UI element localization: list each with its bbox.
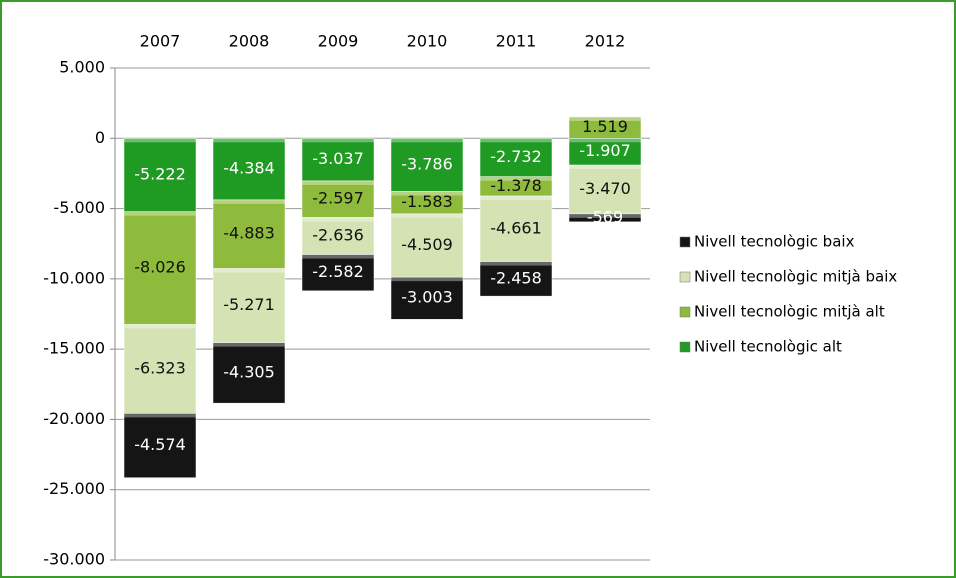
legend-label: Nivell tecnològic mitjà baix [694, 268, 897, 286]
bar-shine [480, 261, 552, 266]
value-label: -4.661 [490, 218, 542, 237]
bar-shine [480, 138, 552, 143]
value-label: -3.037 [312, 149, 364, 168]
value-label: -4.305 [223, 362, 275, 381]
bar-segment [123, 138, 197, 212]
bar-shine [569, 165, 641, 170]
value-label: -3.786 [401, 154, 453, 173]
bar-segment [212, 199, 286, 269]
bar-segment [212, 138, 286, 201]
legend-swatch [679, 306, 691, 318]
bar-segment [568, 138, 642, 166]
value-label: -2.732 [490, 147, 542, 166]
value-label: -2.636 [312, 226, 364, 245]
bar-segment [390, 276, 464, 320]
value-label: -1.907 [579, 141, 631, 160]
value-label: -8.026 [134, 258, 186, 277]
legend-swatch [679, 271, 691, 283]
y-tick-label: -10.000 [43, 268, 105, 287]
bar-shine [569, 213, 641, 218]
bar-segment [479, 261, 553, 297]
value-label: -5.271 [223, 295, 275, 314]
legend-label: Nivell tecnològic mitjà alt [694, 303, 885, 321]
bar-shine [213, 199, 285, 204]
value-label: -3.003 [401, 288, 453, 307]
bar-shine [302, 217, 374, 222]
bar-segment [123, 324, 197, 414]
x-tick-label: 2011 [496, 32, 537, 51]
bar-segment [123, 413, 197, 478]
bar-segment [568, 164, 642, 215]
bar-shine [569, 116, 641, 121]
bar-shine [391, 191, 463, 196]
y-tick-label: -30.000 [43, 550, 105, 569]
legend-swatch [679, 236, 691, 248]
value-label: -4.509 [401, 235, 453, 254]
bar-shine [569, 138, 641, 143]
value-label: -569 [587, 207, 623, 226]
value-label: -3.470 [579, 179, 631, 198]
bar-shine [302, 138, 374, 143]
bar-shine [213, 342, 285, 347]
value-label: -1.583 [401, 192, 453, 211]
x-tick-label: 2009 [318, 32, 359, 51]
bar-segment [123, 211, 197, 325]
y-tick-label: -15.000 [43, 339, 105, 358]
bar-shine [302, 180, 374, 185]
bar-segment [568, 116, 642, 139]
value-label: -2.458 [490, 268, 542, 287]
y-tick-label: -25.000 [43, 479, 105, 498]
bar-shine [391, 277, 463, 282]
x-tick-label: 2008 [229, 32, 270, 51]
x-tick-label: 2007 [140, 32, 181, 51]
bar-shine [124, 138, 196, 143]
x-tick-label: 2012 [585, 32, 626, 51]
bar-segment [390, 213, 464, 278]
bar-segment [568, 213, 642, 223]
bar-segment [212, 268, 286, 343]
bar-shine [124, 413, 196, 418]
bar-shine [213, 268, 285, 273]
value-label: -2.582 [312, 262, 364, 281]
legend-swatch [679, 341, 691, 353]
value-label: -4.883 [223, 224, 275, 243]
value-label: -2.597 [312, 189, 364, 208]
bar-segment [301, 180, 375, 218]
bar-segment [301, 217, 375, 255]
bar-shine [213, 138, 285, 143]
value-label: -4.384 [223, 159, 275, 178]
bar-shine [480, 176, 552, 181]
bar-segment [479, 138, 553, 177]
bar-shine [480, 196, 552, 201]
y-tick-label: -5.000 [53, 198, 105, 217]
legend-label: Nivell tecnològic alt [694, 338, 842, 356]
value-label: -6.323 [134, 358, 186, 377]
bar-segment [390, 138, 464, 192]
value-label: -5.222 [134, 164, 186, 183]
y-tick-label: 0 [95, 128, 105, 147]
bar-shine [124, 324, 196, 329]
value-label: 1.519 [582, 117, 628, 136]
bar-segment [301, 254, 375, 292]
legend-label: Nivell tecnològic baix [694, 233, 855, 251]
bar-shine [124, 211, 196, 216]
bar-shine [302, 254, 374, 259]
bar-segment [212, 342, 286, 404]
x-tick-label: 2010 [407, 32, 448, 51]
value-label: -4.574 [134, 435, 186, 454]
bar-shine [391, 138, 463, 143]
y-tick-label: 5.000 [59, 58, 105, 77]
y-tick-label: -20.000 [43, 409, 105, 428]
bar-segment [479, 195, 553, 262]
bar-shine [391, 213, 463, 218]
value-label: -1.378 [490, 176, 542, 195]
